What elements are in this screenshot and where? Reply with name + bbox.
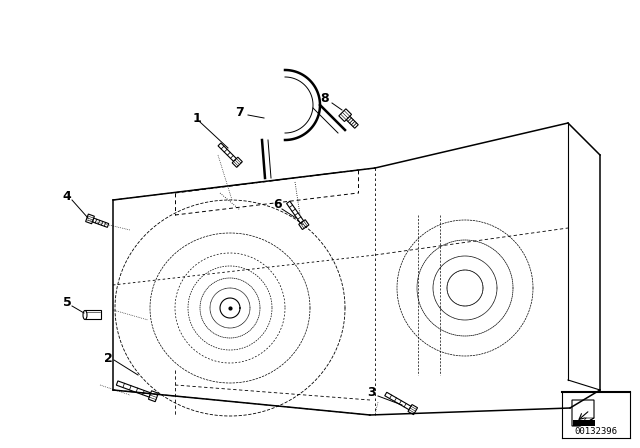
- Polygon shape: [218, 143, 236, 161]
- Text: 3: 3: [368, 387, 376, 400]
- Ellipse shape: [83, 310, 87, 319]
- Bar: [85, 310, 101, 319]
- Text: 5: 5: [63, 296, 72, 309]
- Polygon shape: [148, 391, 158, 402]
- Text: 7: 7: [236, 107, 244, 120]
- Bar: [573, 420, 595, 426]
- Polygon shape: [572, 400, 594, 426]
- Text: 6: 6: [274, 198, 282, 211]
- Polygon shape: [116, 381, 151, 397]
- Polygon shape: [346, 116, 358, 128]
- Text: 1: 1: [193, 112, 202, 125]
- Polygon shape: [299, 220, 309, 229]
- Polygon shape: [92, 218, 109, 227]
- Polygon shape: [408, 405, 417, 415]
- Text: 00132396: 00132396: [575, 426, 618, 435]
- Polygon shape: [232, 157, 243, 168]
- Polygon shape: [339, 109, 351, 121]
- Polygon shape: [86, 214, 94, 224]
- Text: 8: 8: [321, 92, 330, 105]
- Polygon shape: [385, 392, 411, 410]
- Polygon shape: [287, 201, 303, 223]
- Text: 2: 2: [104, 352, 113, 365]
- Text: 4: 4: [63, 190, 72, 202]
